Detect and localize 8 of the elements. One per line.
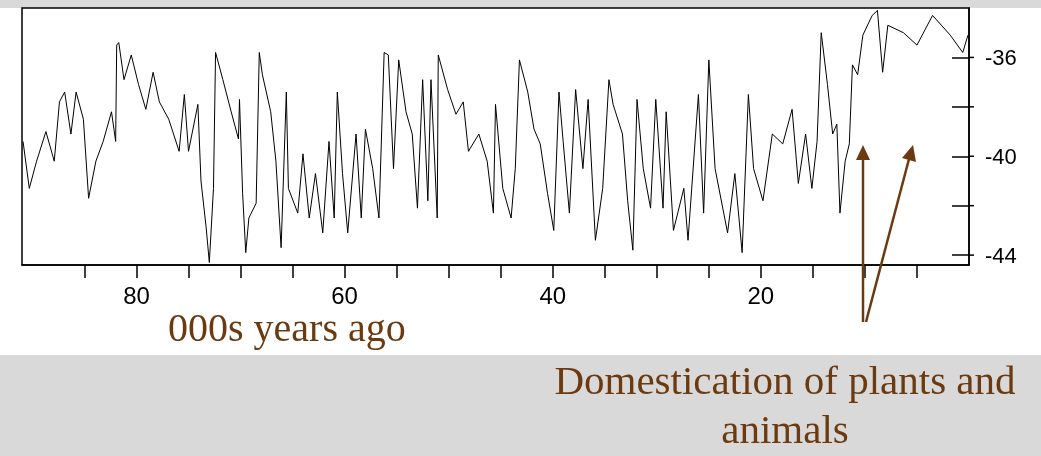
x-tick-label: 20 <box>747 281 775 309</box>
text: Domestication of plants and animals <box>553 356 1017 454</box>
y-tick-label: -40 <box>985 143 1017 169</box>
x-tick-label: 80 <box>123 281 150 309</box>
line-series <box>22 9 969 264</box>
x-tick-label: 40 <box>539 281 567 309</box>
y-tick-label: -36 <box>985 44 1017 70</box>
y-tick-label: -44 <box>985 242 1017 268</box>
